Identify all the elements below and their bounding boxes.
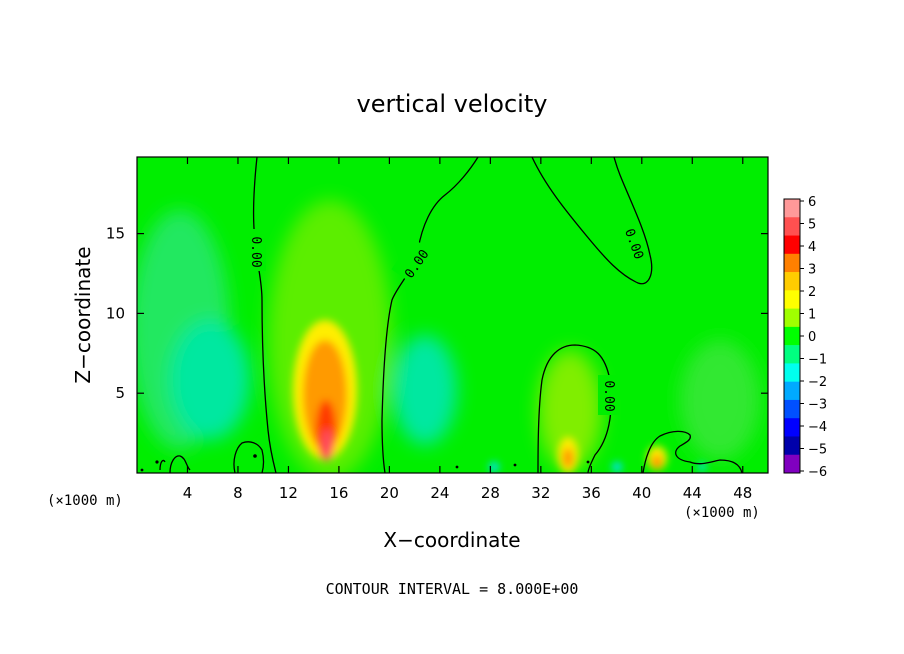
field-background bbox=[137, 157, 768, 473]
colorbar-swatch bbox=[784, 308, 800, 328]
colorbar-swatch bbox=[784, 290, 800, 309]
contour-zero-1 bbox=[252, 157, 277, 473]
colorbar-swatch bbox=[784, 345, 800, 364]
field-downdraft-center bbox=[393, 335, 457, 445]
field-updraft-far-east-orange bbox=[652, 455, 662, 469]
y-tick-label: 15 bbox=[106, 225, 125, 243]
colorbar-swatch bbox=[784, 272, 800, 291]
colorbar-swatch bbox=[784, 199, 800, 218]
contour-zero-dots bbox=[140, 454, 590, 472]
colorbar-label: −4 bbox=[808, 420, 827, 435]
colorbar-swatch bbox=[784, 326, 800, 346]
colorbar-label: −2 bbox=[808, 375, 827, 390]
chart-title: vertical velocity bbox=[357, 90, 548, 118]
contour-lines bbox=[159, 157, 743, 473]
colorbar-label: 2 bbox=[808, 285, 816, 300]
colorbar-label: 3 bbox=[808, 263, 816, 278]
colorbar-swatch bbox=[784, 436, 800, 456]
colorbar: 6 5 4 3 2 1 0 −1 −2 −3 −4 −5 −6 bbox=[783, 195, 827, 480]
field-surface-downdraft-3 bbox=[698, 463, 706, 471]
x-tick-label: 44 bbox=[683, 484, 702, 502]
colorbar-label: 0 bbox=[808, 330, 816, 345]
x-tick-label: 8 bbox=[233, 484, 243, 502]
colorbar-swatch bbox=[784, 399, 800, 419]
x-unit-label-left: (×1000 m) bbox=[47, 493, 123, 509]
x-axis-title: X−coordinate bbox=[383, 528, 520, 552]
colorbar-label: −3 bbox=[808, 398, 827, 413]
y-tick-label: 5 bbox=[115, 384, 125, 402]
contour-label-1: 0.00 bbox=[248, 236, 263, 267]
contour-label-4: 0.00 bbox=[601, 380, 616, 411]
x-tick-label: 16 bbox=[329, 484, 348, 502]
contour-dot-3 bbox=[455, 465, 459, 469]
field-weak-updraft-east bbox=[538, 350, 602, 470]
x-unit-label-right: (×1000 m) bbox=[684, 505, 760, 521]
x-tick-label: 48 bbox=[733, 484, 752, 502]
x-tick-label: 36 bbox=[582, 484, 601, 502]
colorbar-label: −5 bbox=[808, 443, 827, 458]
colorbar-swatch bbox=[784, 418, 800, 437]
contour-zero-4 bbox=[537, 344, 612, 473]
contour-zero-5 bbox=[642, 430, 743, 473]
colorbar-label: 5 bbox=[808, 218, 816, 233]
colorbar-label: 4 bbox=[808, 240, 816, 255]
plot-frame bbox=[136, 156, 769, 474]
field-updraft-core-orange bbox=[303, 340, 347, 450]
colorbar-swatch bbox=[784, 253, 800, 273]
y-axis: 5 10 15 bbox=[106, 225, 768, 402]
field-downdraft-west bbox=[170, 320, 250, 440]
x-tick-label: 40 bbox=[632, 484, 651, 502]
y-axis-title: Z−coordinate bbox=[71, 246, 95, 383]
contour-interval-footer: CONTOUR INTERVAL = 8.000E+00 bbox=[326, 580, 579, 598]
x-tick-label: 28 bbox=[481, 484, 500, 502]
contour-zero-7 bbox=[169, 455, 191, 473]
contour-dot-1 bbox=[155, 460, 159, 464]
contour-dot-4 bbox=[513, 463, 517, 467]
contour-dot-5 bbox=[586, 460, 590, 464]
contour-zero-2 bbox=[381, 157, 479, 473]
contour-labels: 0.00 0.00 0.00 0.00 bbox=[246, 223, 650, 415]
contour-zero-3 bbox=[531, 157, 653, 285]
colorbar-swatch bbox=[784, 217, 800, 236]
colorbar-swatch bbox=[784, 235, 800, 255]
x-tick-label: 12 bbox=[279, 484, 298, 502]
x-tick-label: 32 bbox=[531, 484, 550, 502]
field-surface-downdraft-1 bbox=[489, 462, 499, 472]
field-weak-plume-east bbox=[680, 340, 760, 460]
contour-dot-6 bbox=[140, 468, 144, 472]
colorbar-swatch bbox=[784, 454, 800, 474]
field-surface-downdraft-2 bbox=[612, 462, 622, 472]
x-tick-label: 24 bbox=[430, 484, 449, 502]
contour-dot-2 bbox=[253, 454, 257, 458]
colorbar-swatch bbox=[784, 363, 800, 382]
colorbar-swatch bbox=[784, 381, 800, 401]
x-tick-label: 20 bbox=[380, 484, 399, 502]
velocity-field bbox=[137, 157, 768, 473]
x-tick-label: 4 bbox=[183, 484, 193, 502]
colorbar-label: −6 bbox=[808, 465, 827, 480]
x-axis: 4 8 12 16 20 24 28 32 36 40 44 48 bbox=[183, 157, 752, 502]
contour-zero-6 bbox=[233, 441, 265, 473]
colorbar-label: 6 bbox=[808, 195, 816, 210]
field-updraft-core-peak bbox=[322, 429, 332, 461]
y-tick-label: 10 bbox=[106, 304, 125, 322]
colorbar-label: 1 bbox=[808, 308, 816, 323]
colorbar-label: −1 bbox=[808, 353, 827, 368]
contour-zero-8 bbox=[159, 459, 166, 471]
field-updraft-east-orange bbox=[563, 448, 573, 468]
